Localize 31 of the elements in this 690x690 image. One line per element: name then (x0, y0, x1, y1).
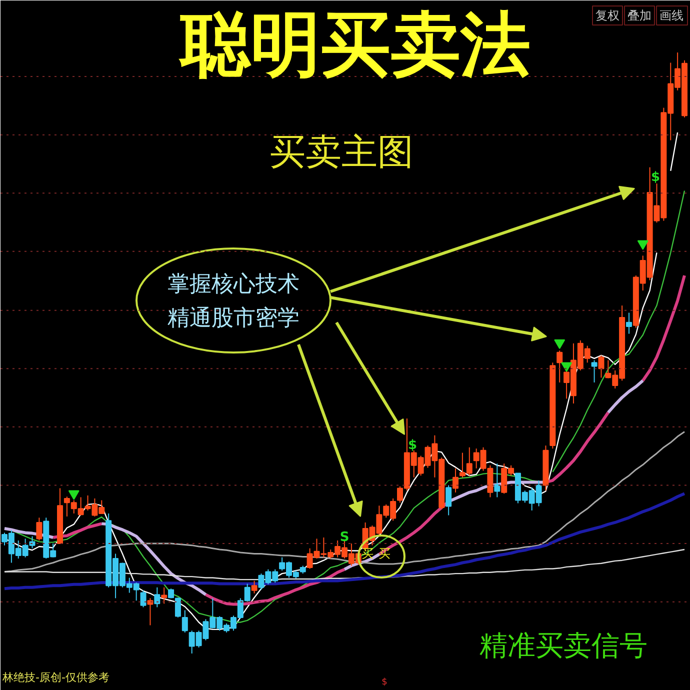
text: 买卖主图 (270, 132, 414, 173)
candlestick (494, 463, 500, 498)
annotation: 精通股市密学 (168, 306, 300, 331)
candlestick (154, 586, 160, 608)
candlestick (147, 598, 154, 626)
point (561, 362, 572, 372)
candlestick (251, 580, 258, 594)
annotation: S (340, 530, 350, 546)
candlestick (626, 312, 632, 334)
point (68, 490, 80, 500)
candlestick (182, 610, 188, 633)
annotation: 精准买卖信号 (480, 629, 648, 662)
annotation: 掌握核心技术 (168, 272, 300, 297)
text: 画线 (660, 8, 684, 22)
annotation: $ (650, 170, 660, 185)
text: $ (382, 678, 388, 688)
point (554, 339, 566, 350)
text: 叠加 (628, 8, 652, 22)
candlestick (591, 360, 598, 383)
candlestick (161, 586, 168, 604)
text: 复权 (596, 8, 620, 22)
candlestick (36, 517, 42, 542)
candlestick (556, 350, 563, 383)
text: 林绝技-原创-仅供参考 (2, 671, 110, 684)
chart-title: 聪明买卖法 (178, 4, 530, 86)
annotation: $ (408, 438, 418, 453)
candlestick (446, 484, 452, 516)
candlestick (598, 354, 604, 378)
candlestick (140, 590, 146, 608)
candlestick (452, 468, 459, 493)
point (637, 240, 648, 250)
